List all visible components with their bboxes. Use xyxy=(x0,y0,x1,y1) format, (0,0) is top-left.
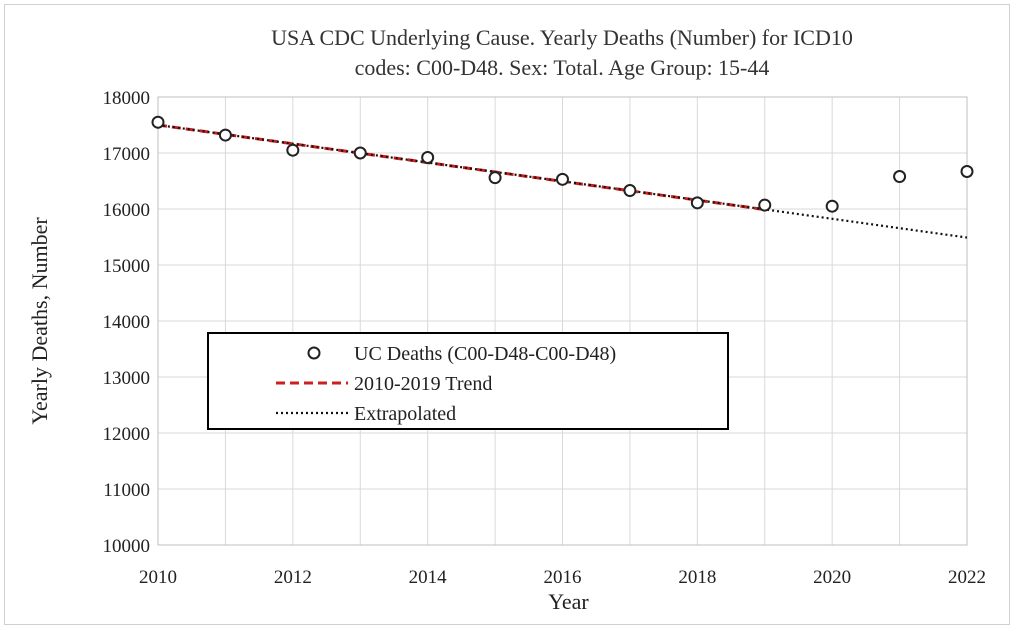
y-tick-label: 17000 xyxy=(103,144,151,165)
y-tick-label: 14000 xyxy=(103,312,151,333)
data-point xyxy=(556,172,569,186)
y-tick-label: 13000 xyxy=(103,368,151,389)
chart-text: USA CDC Underlying Cause. Yearly Deaths … xyxy=(27,25,853,614)
chart-title-line: codes: C00-D48. Sex: Total. Age Group: 1… xyxy=(355,55,770,80)
axes xyxy=(157,96,968,546)
x-tick-label: 2012 xyxy=(274,567,312,588)
y-tick-label: 15000 xyxy=(103,256,151,277)
plot-area-border xyxy=(157,96,968,546)
legend-box xyxy=(207,332,729,430)
chart-frame: 2010 2012 2014 2016 2018 2020 2022 10000 11000 12… xyxy=(4,4,1010,625)
x-tick-label: 2016 xyxy=(544,567,582,588)
data-point xyxy=(960,164,974,178)
data-point xyxy=(151,115,165,129)
data-point xyxy=(690,196,704,210)
legend-label: Extrapolated xyxy=(354,403,456,425)
data-point xyxy=(421,150,435,164)
grid xyxy=(157,96,968,546)
data-point xyxy=(488,171,502,185)
x-tick-label: 2022 xyxy=(948,567,986,588)
x-tick-label: 2018 xyxy=(678,567,716,588)
data-point xyxy=(353,146,367,160)
y-tick-label: 12000 xyxy=(103,424,151,445)
data-point xyxy=(623,184,637,198)
chart-svg: 2010 2012 2014 2016 2018 2020 2022 10000 11000 12… xyxy=(27,25,987,614)
x-tick-label: 2020 xyxy=(813,567,851,588)
data-point xyxy=(286,143,300,157)
x-tick-label: 2014 xyxy=(409,567,448,588)
y-tick-label: 16000 xyxy=(103,200,151,221)
y-tick-label: 18000 xyxy=(103,88,151,109)
tick-labels: 2010 2012 2014 2016 2018 2020 2022 10000 11000 12… xyxy=(103,88,987,588)
y-tick-label: 11000 xyxy=(103,480,150,501)
legend-label: UC Deaths (C00-D48-C00-D48) xyxy=(354,343,616,365)
series-points xyxy=(151,115,974,213)
y-axis-label: Yearly Deaths, Number xyxy=(27,217,52,425)
y-tick-label: 10000 xyxy=(103,536,151,557)
data-point xyxy=(758,198,772,212)
data-point xyxy=(893,170,907,184)
chart-title-line: USA CDC Underlying Cause. Yearly Deaths … xyxy=(271,25,853,50)
x-tick-label: 2010 xyxy=(139,567,177,588)
legend-label: 2010-2019 Trend xyxy=(354,373,492,395)
data-point xyxy=(218,128,232,142)
legend: UC Deaths (C00-D48-C00-D48) 2010-2019 Tre… xyxy=(207,332,729,430)
legend-marker-circle xyxy=(307,346,321,360)
data-point xyxy=(825,199,839,213)
x-axis-label: Year xyxy=(548,589,589,614)
